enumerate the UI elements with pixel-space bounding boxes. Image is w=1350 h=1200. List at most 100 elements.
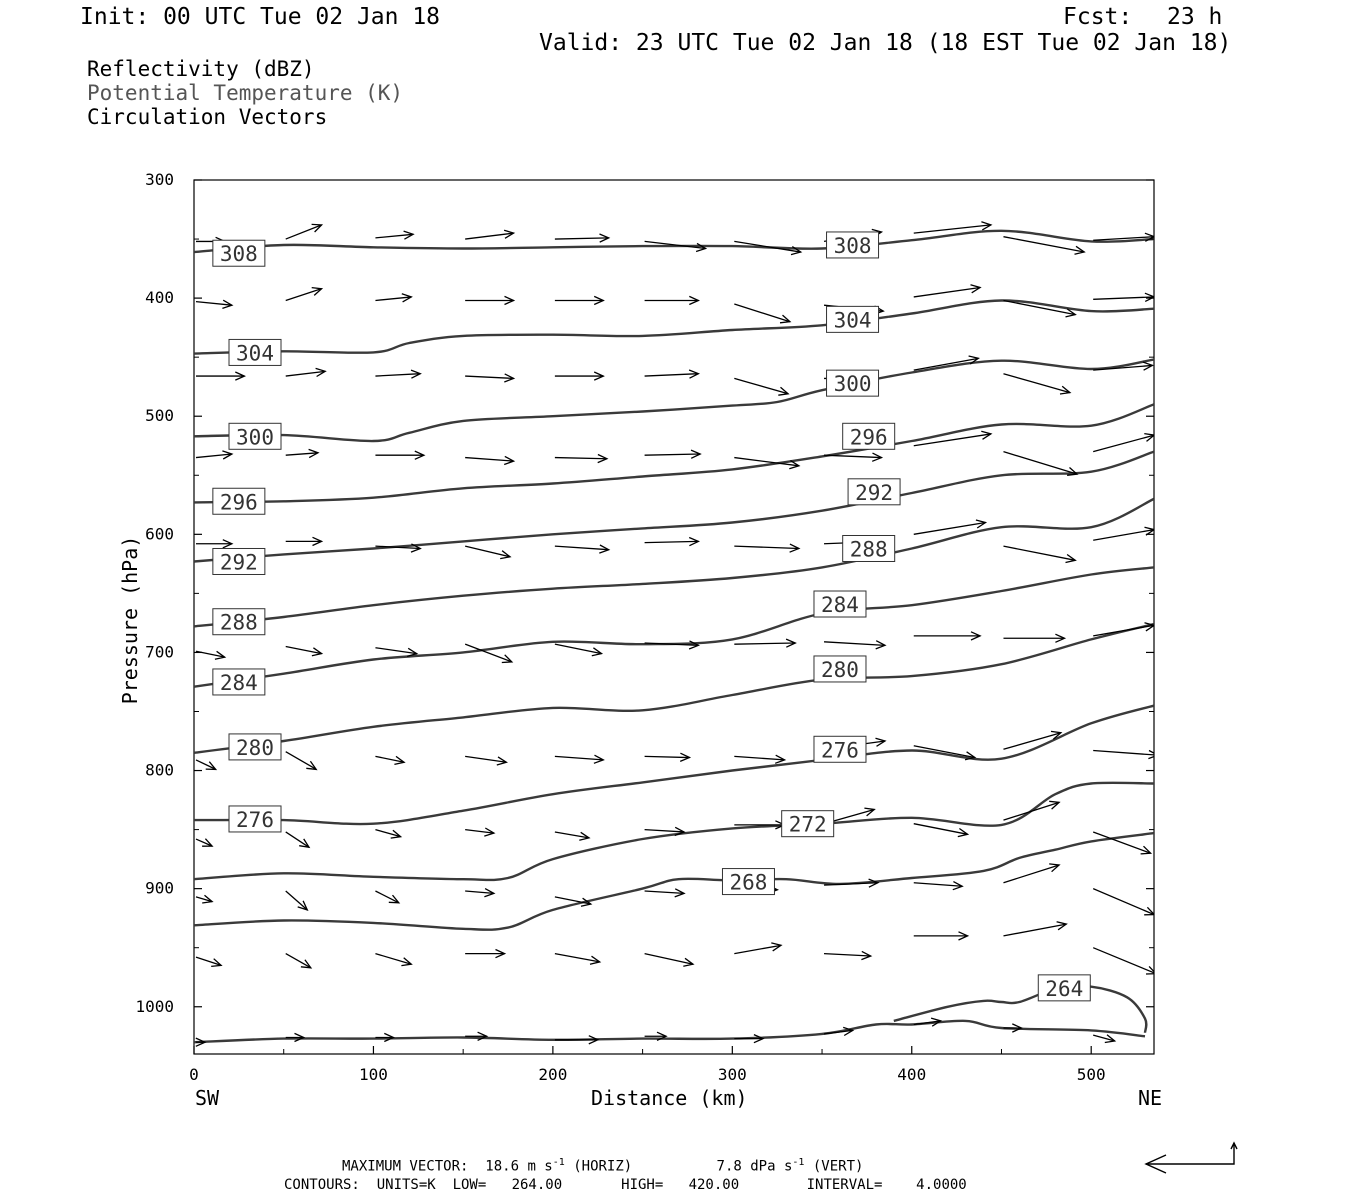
contour-label: 280 [813, 655, 867, 683]
x-tick-label: 500 [1077, 1065, 1106, 1084]
reference-vector-icon [1144, 1141, 1238, 1174]
circulation-vector [554, 544, 611, 554]
circulation-vector [644, 752, 692, 762]
circulation-vector [913, 355, 980, 371]
circulation-vector [375, 647, 419, 658]
x-tick-label: 0 [189, 1065, 199, 1084]
svg-text:276: 276 [821, 738, 859, 762]
contour-label: 288 [842, 534, 896, 562]
circulation-vector [195, 299, 234, 310]
circulation-vector [823, 640, 887, 650]
circulation-vector [285, 286, 324, 302]
forecast-label: Fcst: [1063, 4, 1133, 30]
circulation-vector [375, 1032, 395, 1043]
circulation-vector [554, 643, 604, 657]
vector-layer [195, 221, 1154, 1047]
circulation-vector [644, 369, 700, 379]
circulation-vector [1093, 1034, 1117, 1044]
circulation-vector [1003, 299, 1077, 318]
y-tick-label: 900 [145, 879, 174, 898]
svg-text:296: 296 [850, 425, 888, 449]
circulation-vector [1093, 622, 1154, 637]
svg-text:292: 292 [855, 481, 893, 505]
svg-text:292: 292 [220, 550, 258, 574]
svg-text:304: 304 [834, 308, 872, 332]
circulation-vector [1093, 432, 1154, 453]
circulation-vector [465, 295, 516, 306]
circulation-vector [734, 942, 783, 955]
circulation-vector [1003, 545, 1077, 564]
svg-text:308: 308 [834, 234, 872, 258]
contour-label: 288 [212, 608, 266, 636]
circulation-vector [196, 371, 246, 381]
plot-frame [193, 179, 1155, 1055]
contour-label: 292 [847, 478, 901, 506]
circulation-vector [913, 745, 977, 761]
circulation-vector [644, 536, 700, 547]
circulation-vector [285, 645, 324, 657]
contour-label: 308 [826, 231, 880, 259]
circulation-vector [1093, 526, 1154, 541]
circulation-vector [285, 831, 311, 849]
circulation-vector [465, 373, 516, 383]
circulation-vector [644, 826, 686, 837]
circulation-vector [375, 369, 422, 379]
circulation-vector [1093, 361, 1154, 371]
x-tick-label: 300 [718, 1065, 747, 1084]
circulation-vector [913, 284, 982, 298]
y-axis-label: Pressure (hPa) [118, 535, 142, 705]
svg-text:276: 276 [236, 808, 274, 832]
circulation-vector [465, 455, 516, 466]
circulation-vector [734, 754, 787, 764]
contour-label: 304 [826, 305, 880, 333]
contour-label: 284 [813, 590, 867, 618]
y-tick-label: 300 [145, 170, 174, 189]
circulation-vector [913, 1017, 943, 1027]
circulation-vector [285, 367, 327, 378]
theta-contour-264-lower [194, 1019, 1146, 1044]
theta-contour-276 [194, 704, 1154, 826]
circulation-vector [285, 536, 324, 547]
theta-contour-300 [194, 358, 1154, 443]
circulation-vector [644, 295, 700, 306]
circulation-vector [734, 638, 797, 648]
circulation-vector [285, 1032, 306, 1043]
contour-label-layer: 308 308 304 304 300 300 296 296 292 292 288 288 284 2… [212, 231, 1091, 1002]
theta-contour-288 [194, 497, 1154, 628]
horiz-value: 18.6 m s [485, 1158, 553, 1175]
circulation-vector [1003, 236, 1086, 255]
circulation-vector [375, 293, 413, 303]
contour-label: 264 [1037, 974, 1091, 1002]
circulation-vector [465, 948, 507, 959]
y-tick-label: 800 [145, 761, 174, 780]
horiz-tag: (HORIZ) [573, 1158, 633, 1175]
circulation-vector [196, 539, 234, 549]
legend-potential-temperature: Potential Temperature (K) [87, 81, 404, 105]
circulation-vector [824, 878, 880, 888]
circulation-vector [734, 240, 803, 256]
svg-text:304: 304 [236, 341, 274, 365]
circulation-vector [734, 543, 801, 553]
circulation-vector [1093, 749, 1154, 760]
contour-label: 292 [212, 547, 266, 575]
svg-text:300: 300 [834, 372, 872, 396]
x-axis-label: Distance (km) [591, 1086, 748, 1110]
circulation-vector [913, 823, 970, 838]
circulation-vector [824, 950, 873, 961]
circulation-vector [823, 1026, 855, 1037]
svg-text:280: 280 [236, 736, 274, 760]
svg-text:300: 300 [236, 425, 274, 449]
theta-contour-272 [194, 781, 1154, 882]
legend-reflectivity: Reflectivity (dBZ) [87, 57, 315, 81]
circulation-vector [554, 1035, 600, 1045]
vert-value: 7.8 dPa s [716, 1158, 793, 1175]
circulation-vector [734, 377, 790, 396]
circulation-vector [375, 755, 406, 766]
max-vector-label: MAXIMUM VECTOR: [342, 1158, 469, 1175]
x-tick-label: 200 [538, 1065, 567, 1084]
circulation-vector [1003, 451, 1079, 476]
contour-label: 268 [721, 868, 775, 896]
vert-tag: (VERT) [812, 1158, 864, 1175]
circulation-vector [375, 450, 426, 460]
